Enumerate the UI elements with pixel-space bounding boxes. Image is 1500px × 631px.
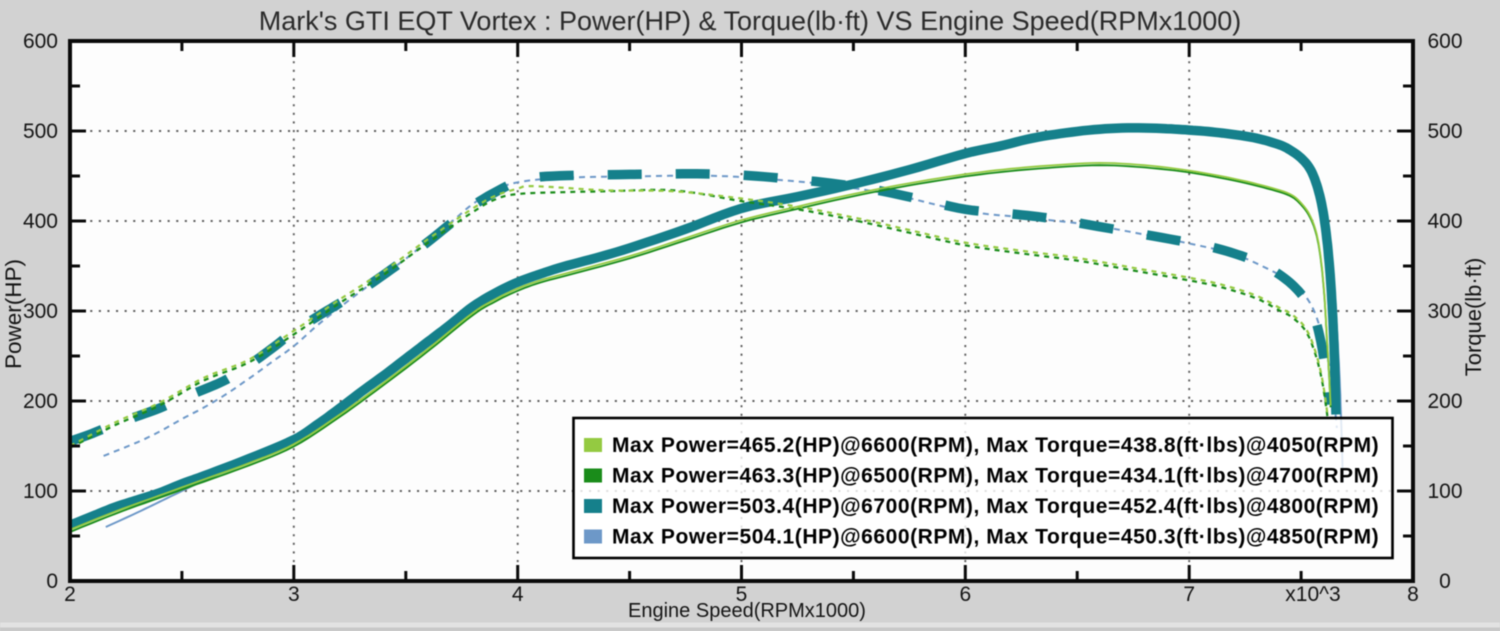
svg-text:400: 400 [23, 210, 58, 233]
svg-text:Max Power=465.2(HP)@6600(RPM),: Max Power=465.2(HP)@6600(RPM), Max Torqu… [612, 434, 1379, 457]
svg-text:7: 7 [1183, 583, 1195, 606]
svg-text:300: 300 [1427, 300, 1462, 323]
svg-text:400: 400 [1427, 210, 1462, 233]
svg-text:Power(HP): Power(HP) [1, 259, 26, 369]
svg-text:Engine Speed(RPMx1000): Engine Speed(RPMx1000) [628, 600, 866, 622]
svg-text:0: 0 [1439, 570, 1451, 593]
svg-text:Torque(lb·ft): Torque(lb·ft) [1461, 258, 1486, 377]
svg-text:Max Power=503.4(HP)@6700(RPM),: Max Power=503.4(HP)@6700(RPM), Max Torqu… [612, 495, 1379, 518]
svg-text:2: 2 [64, 583, 76, 606]
svg-text:8: 8 [1407, 583, 1419, 606]
svg-text:200: 200 [1427, 390, 1462, 413]
svg-text:Max Power=463.3(HP)@6500(RPM),: Max Power=463.3(HP)@6500(RPM), Max Torqu… [612, 465, 1379, 488]
svg-text:500: 500 [23, 120, 58, 143]
svg-text:100: 100 [1427, 480, 1462, 503]
svg-text:300: 300 [23, 300, 58, 323]
svg-text:500: 500 [1427, 120, 1462, 143]
svg-text:200: 200 [23, 390, 58, 413]
svg-text:4: 4 [512, 583, 524, 606]
svg-text:Max Power=504.1(HP)@6600(RPM),: Max Power=504.1(HP)@6600(RPM), Max Torqu… [612, 526, 1379, 549]
svg-text:600: 600 [1427, 30, 1462, 53]
svg-text:3: 3 [288, 583, 300, 606]
svg-text:5: 5 [736, 583, 748, 606]
svg-text:x10^3: x10^3 [1285, 583, 1340, 606]
svg-text:6: 6 [959, 583, 971, 606]
svg-text:600: 600 [23, 30, 58, 53]
svg-text:Mark's GTI EQT Vortex : Power(: Mark's GTI EQT Vortex : Power(HP) & Torq… [259, 6, 1242, 36]
svg-text:0: 0 [46, 570, 58, 593]
svg-text:100: 100 [23, 480, 58, 503]
